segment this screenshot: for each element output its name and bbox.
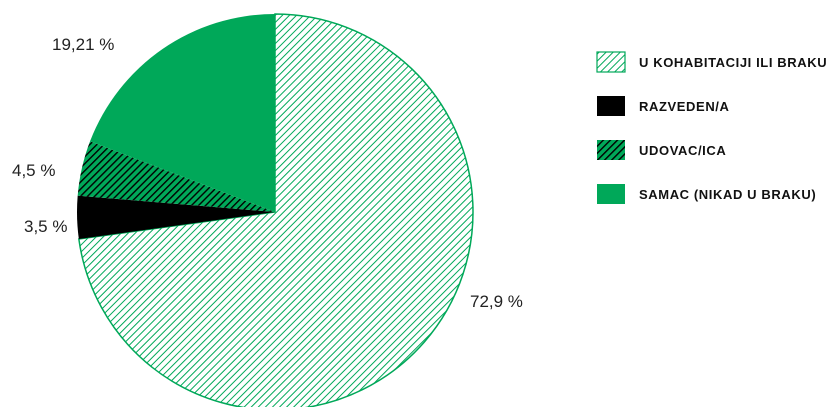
legend-swatch [596, 51, 626, 73]
legend-swatch [597, 184, 625, 204]
legend-swatch [597, 140, 625, 160]
slice-value-label: 19,21 % [52, 35, 114, 54]
pie-slice-razveden-a [77, 195, 275, 240]
legend-item-u-kohabitaciji-ili-braku: U KOHABITACIJI ILI BRAKU [596, 51, 827, 73]
legend-label: RAZVEDEN/A [639, 99, 730, 114]
legend-item-razveden-a: RAZVEDEN/A [597, 96, 730, 116]
pie-slice-samac-nikad-u-braku [90, 14, 275, 212]
legend-label: U KOHABITACIJI ILI BRAKU [639, 55, 827, 70]
pie-slice-udovac-ica [77, 141, 276, 212]
pie-slice-u-kohabitaciji-ili-braku [78, 13, 474, 407]
slice-value-label: 72,9 % [470, 292, 523, 311]
legend-swatch [597, 96, 625, 116]
slice-value-label: 4,5 % [12, 161, 55, 180]
legend-label: SAMAC (NIKAD U BRAKU) [639, 187, 816, 202]
legend-label: UDOVAC/ICA [639, 143, 726, 158]
legend-item-samac-nikad-u-braku: SAMAC (NIKAD U BRAKU) [597, 184, 816, 204]
legend-item-udovac-ica: UDOVAC/ICA [597, 140, 726, 160]
pie-slice-labels: 72,9 % 3,5 % 4,5 % 19,21 % [12, 35, 523, 311]
legend: U KOHABITACIJI ILI BRAKU RAZVEDEN/A UDOVAC… [596, 51, 827, 204]
slice-value-label: 3,5 % [24, 217, 67, 236]
pie-slices [77, 13, 474, 407]
